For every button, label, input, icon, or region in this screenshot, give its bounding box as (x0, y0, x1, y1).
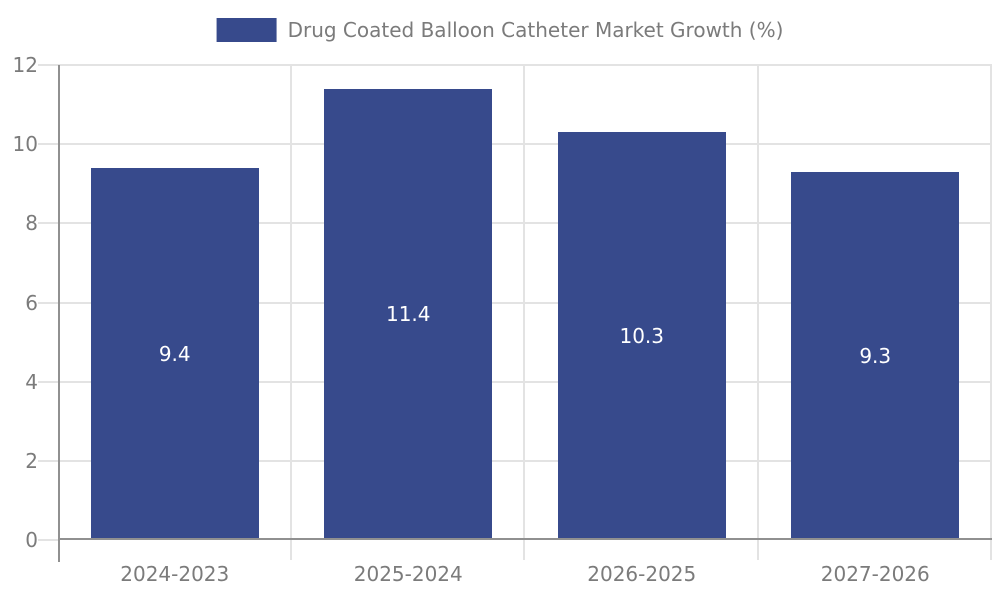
gridline-y (38, 301, 992, 304)
gridline-y (38, 143, 992, 146)
y-axis-spine (58, 65, 60, 562)
legend-swatch (216, 18, 277, 42)
y-tick-label: 10 (12, 132, 38, 157)
gridline-x (756, 65, 759, 560)
x-tick-label: 2026-2025 (587, 562, 697, 586)
x-tick-label: 2027-2026 (820, 562, 930, 586)
y-tick-label: 4 (25, 369, 38, 394)
x-tick-label: 2024-2023 (120, 562, 230, 586)
y-tick-label: 2 (25, 448, 38, 473)
gridline-y (38, 380, 992, 383)
bar: 9.3 (791, 171, 960, 540)
gridline-x (523, 65, 525, 560)
x-axis-spine (58, 538, 992, 540)
gridline-y (38, 222, 992, 225)
bar-value-label: 9.4 (158, 341, 191, 366)
plot-area: 0 2 4 6 8 10 12 9.4 11.4 10.3 9.3 2024-2023 2025-202… (13, 53, 992, 586)
y-tick-label: 8 (25, 211, 38, 236)
bar-value-label: 10.3 (619, 324, 664, 349)
gridline-y (38, 539, 58, 541)
bar-value-label: 11.4 (385, 302, 431, 327)
legend: Drug Coated Balloon Catheter Market Grow… (216, 18, 784, 42)
bar: 10.3 (557, 132, 726, 540)
gridline-x (289, 65, 292, 560)
gridline-x (990, 65, 992, 560)
x-tick-label: 2025-2024 (353, 562, 463, 586)
bar: 9.4 (90, 167, 259, 540)
y-tick-label: 6 (25, 290, 38, 315)
legend-label: Drug Coated Balloon Catheter Market Grow… (287, 18, 784, 42)
gridline-y (38, 459, 992, 462)
bar: 11.4 (324, 88, 493, 540)
bar-value-label: 9.3 (859, 343, 892, 368)
gridline-y (38, 64, 992, 66)
y-tick-label: 12 (12, 53, 38, 77)
y-tick-label: 0 (25, 528, 38, 552)
